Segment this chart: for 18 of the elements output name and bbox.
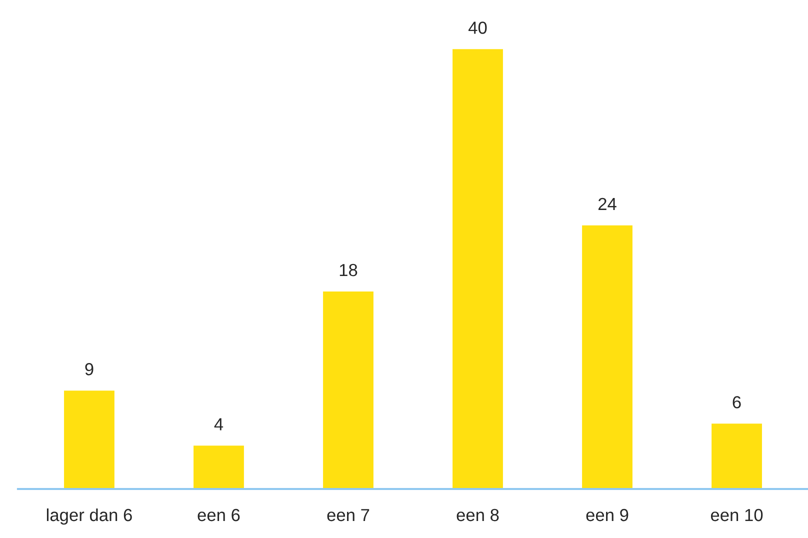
bar [192,444,246,489]
data-label: 6 [732,396,741,408]
bar [322,290,375,489]
bar [451,48,504,489]
x-tick-label: een 6 [198,508,240,522]
data-label: 24 [598,198,616,210]
x-tick-label: een 10 [710,508,763,522]
bar [580,224,634,489]
x-tick-label: een 8 [456,508,499,522]
x-tick-label: een 7 [327,509,370,522]
x-tick-label: een 9 [586,508,628,522]
bar [62,389,116,489]
data-label: 4 [214,418,224,430]
data-label: 9 [85,363,94,376]
data-label: 18 [340,264,358,276]
x-tick-label: lager dan 6 [46,508,132,525]
data-label: 40 [468,22,487,34]
bar [710,422,764,489]
